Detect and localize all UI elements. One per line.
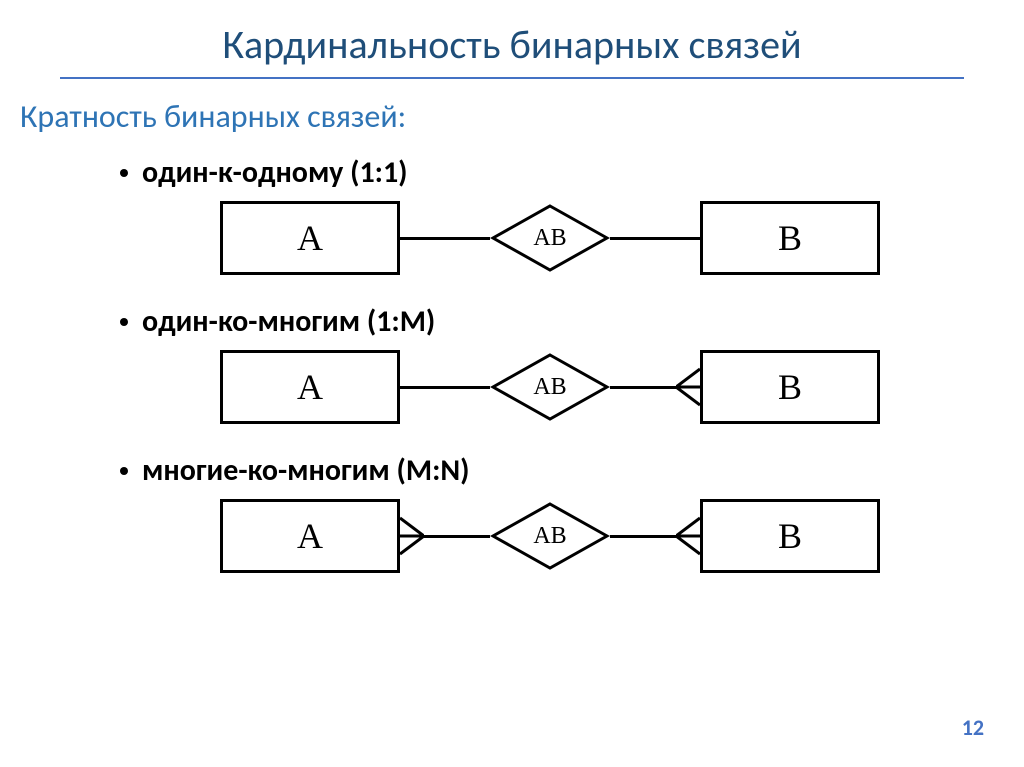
bullet-item: один-ко-многим (1:М) A AB B <box>120 303 964 424</box>
relationship-diamond: AB <box>490 352 610 422</box>
connector-line <box>424 535 490 538</box>
connector-line <box>400 386 490 389</box>
slide-title: Кардинальность бинарных связей <box>60 20 964 69</box>
crows-foot-right-icon <box>676 499 700 573</box>
slide: Кардинальность бинарных связей Кратность… <box>0 0 1024 573</box>
bullet-row: один-к-одному (1:1) <box>120 154 964 191</box>
relationship-diamond: AB <box>490 203 610 273</box>
diagram-row: A AB B <box>220 350 964 424</box>
bullet-row: один-ко-многим (1:М) <box>120 303 964 340</box>
bullet-row: многие-ко-многим (M:N) <box>120 452 964 489</box>
bullet-dot-icon <box>120 169 128 177</box>
crows-foot-left-icon <box>400 499 424 573</box>
entity-right: B <box>700 499 880 573</box>
connector-line <box>610 237 700 240</box>
bullet-label: один-к-одному (1:1) <box>142 154 408 191</box>
connector-line <box>400 237 490 240</box>
relationship-label: AB <box>533 374 566 401</box>
bullet-dot-icon <box>120 467 128 475</box>
er-diagram: A AB B <box>220 499 964 573</box>
entity-left: A <box>220 350 400 424</box>
crows-foot-right-icon <box>676 350 700 424</box>
er-diagram: A AB B <box>220 350 964 424</box>
er-diagram: A AB B <box>220 201 964 275</box>
bullet-item: многие-ко-многим (M:N) A AB B <box>120 452 964 573</box>
bullet-label: многие-ко-многим (M:N) <box>142 452 470 489</box>
page-number: 12 <box>962 714 984 741</box>
diagram-row: A AB B <box>220 201 964 275</box>
slide-subtitle: Кратность бинарных связей: <box>20 97 964 136</box>
entity-left: A <box>220 499 400 573</box>
entity-right: B <box>700 201 880 275</box>
entity-right: B <box>700 350 880 424</box>
relationship-label: AB <box>533 225 566 252</box>
title-underline <box>60 77 964 79</box>
relationship-diamond: AB <box>490 501 610 571</box>
diagram-row: A AB B <box>220 499 964 573</box>
bullet-item: один-к-одному (1:1) A AB B <box>120 154 964 275</box>
bullet-list: один-к-одному (1:1)A ABBодин-ко-многим (… <box>60 154 964 573</box>
bullet-label: один-ко-многим (1:М) <box>142 303 435 340</box>
relationship-label: AB <box>533 523 566 550</box>
entity-left: A <box>220 201 400 275</box>
connector-line <box>610 386 676 389</box>
bullet-dot-icon <box>120 318 128 326</box>
connector-line <box>610 535 676 538</box>
